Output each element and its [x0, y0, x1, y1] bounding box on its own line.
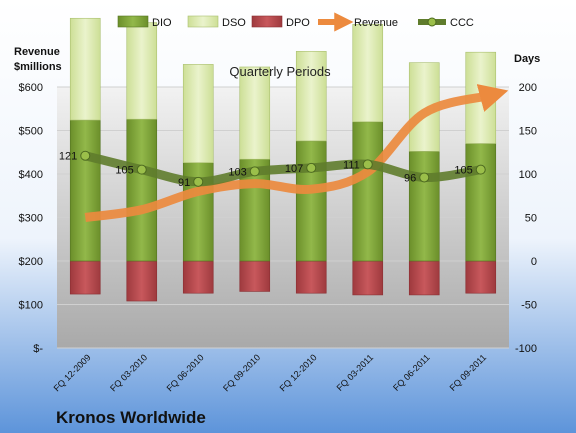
chart-title: Quarterly Periods — [229, 64, 331, 79]
right-tick-label: 200 — [519, 82, 537, 94]
legend-swatch-dso — [187, 15, 219, 28]
left-tick-label: $600 — [19, 82, 43, 94]
bar-dpo — [239, 260, 271, 292]
bar-dso — [239, 66, 271, 160]
bar-dso — [126, 22, 158, 120]
left-tick-label: $200 — [19, 256, 43, 268]
bar-dpo — [182, 260, 214, 294]
ccc-data-label: 103 — [228, 166, 246, 178]
left-tick-label: $100 — [19, 300, 43, 312]
ccc-point — [193, 176, 204, 187]
line-revenue — [84, 84, 509, 222]
bar-dio — [126, 118, 158, 262]
right-axis-label: Days — [514, 53, 540, 65]
right-tick-label: 100 — [519, 169, 537, 181]
company-name: Kronos Worldwide — [56, 408, 206, 427]
left-tick-label: $500 — [19, 126, 43, 138]
bar-dio — [295, 140, 327, 262]
ccc-data-label: 121 — [59, 151, 77, 163]
right-tick-label: -50 — [521, 300, 537, 312]
ccc-data-label: 107 — [285, 163, 303, 175]
bar-dpo — [408, 260, 440, 296]
ccc-point — [419, 172, 430, 183]
left-axis-label-line2: $millions — [14, 61, 62, 73]
bar-dso — [69, 17, 101, 121]
bar-dso — [182, 64, 214, 163]
ccc-point — [136, 164, 147, 175]
bar-dpo — [69, 260, 101, 295]
legend-label-dso: DSO — [222, 17, 246, 29]
bar-dio — [465, 143, 497, 262]
ccc-data-label: 105 — [454, 165, 472, 177]
legend: DIO DSO DPO Revenue CCC — [117, 12, 474, 32]
left-tick-label: $300 — [19, 213, 43, 225]
legend-swatch-dpo — [251, 15, 283, 28]
legend-label-dpo: DPO — [286, 17, 310, 29]
ccc-point — [249, 166, 260, 177]
ccc-point — [80, 150, 91, 161]
bar-dpo — [295, 260, 327, 294]
bar-dio — [69, 119, 101, 262]
legend-swatch-ccc-dot — [427, 17, 437, 27]
ccc-data-label: 105 — [115, 165, 133, 177]
right-tick-label: 150 — [519, 126, 537, 138]
ccc-point — [475, 164, 486, 175]
ccc-data-label: 91 — [178, 177, 190, 189]
bar-dpo — [352, 260, 384, 296]
right-tick-label: 0 — [531, 256, 537, 268]
ccc-data-label: 111 — [343, 159, 360, 171]
ccc-point — [306, 162, 317, 173]
bar-series — [69, 17, 497, 302]
left-tick-label: $- — [33, 343, 43, 355]
bar-dio — [352, 121, 384, 262]
legend-label-dio: DIO — [152, 17, 172, 29]
left-axis-label-line1: Revenue — [14, 46, 60, 58]
right-tick-label: 50 — [525, 213, 537, 225]
ccc-data-label: 96 — [404, 172, 416, 184]
legend-swatch-dio — [117, 15, 149, 28]
legend-label-ccc: CCC — [450, 17, 474, 29]
bar-dio — [408, 151, 440, 262]
legend-label-revenue: Revenue — [354, 17, 398, 29]
right-tick-label: -100 — [515, 343, 537, 355]
bar-dpo — [126, 260, 158, 302]
bar-dso — [295, 51, 327, 142]
bar-dso — [352, 24, 384, 123]
line-series: 121 105 91 103 107 111 96 105 — [59, 84, 509, 222]
bar-dpo — [465, 260, 497, 294]
ccc-point — [362, 159, 373, 170]
left-tick-label: $400 — [19, 169, 43, 181]
